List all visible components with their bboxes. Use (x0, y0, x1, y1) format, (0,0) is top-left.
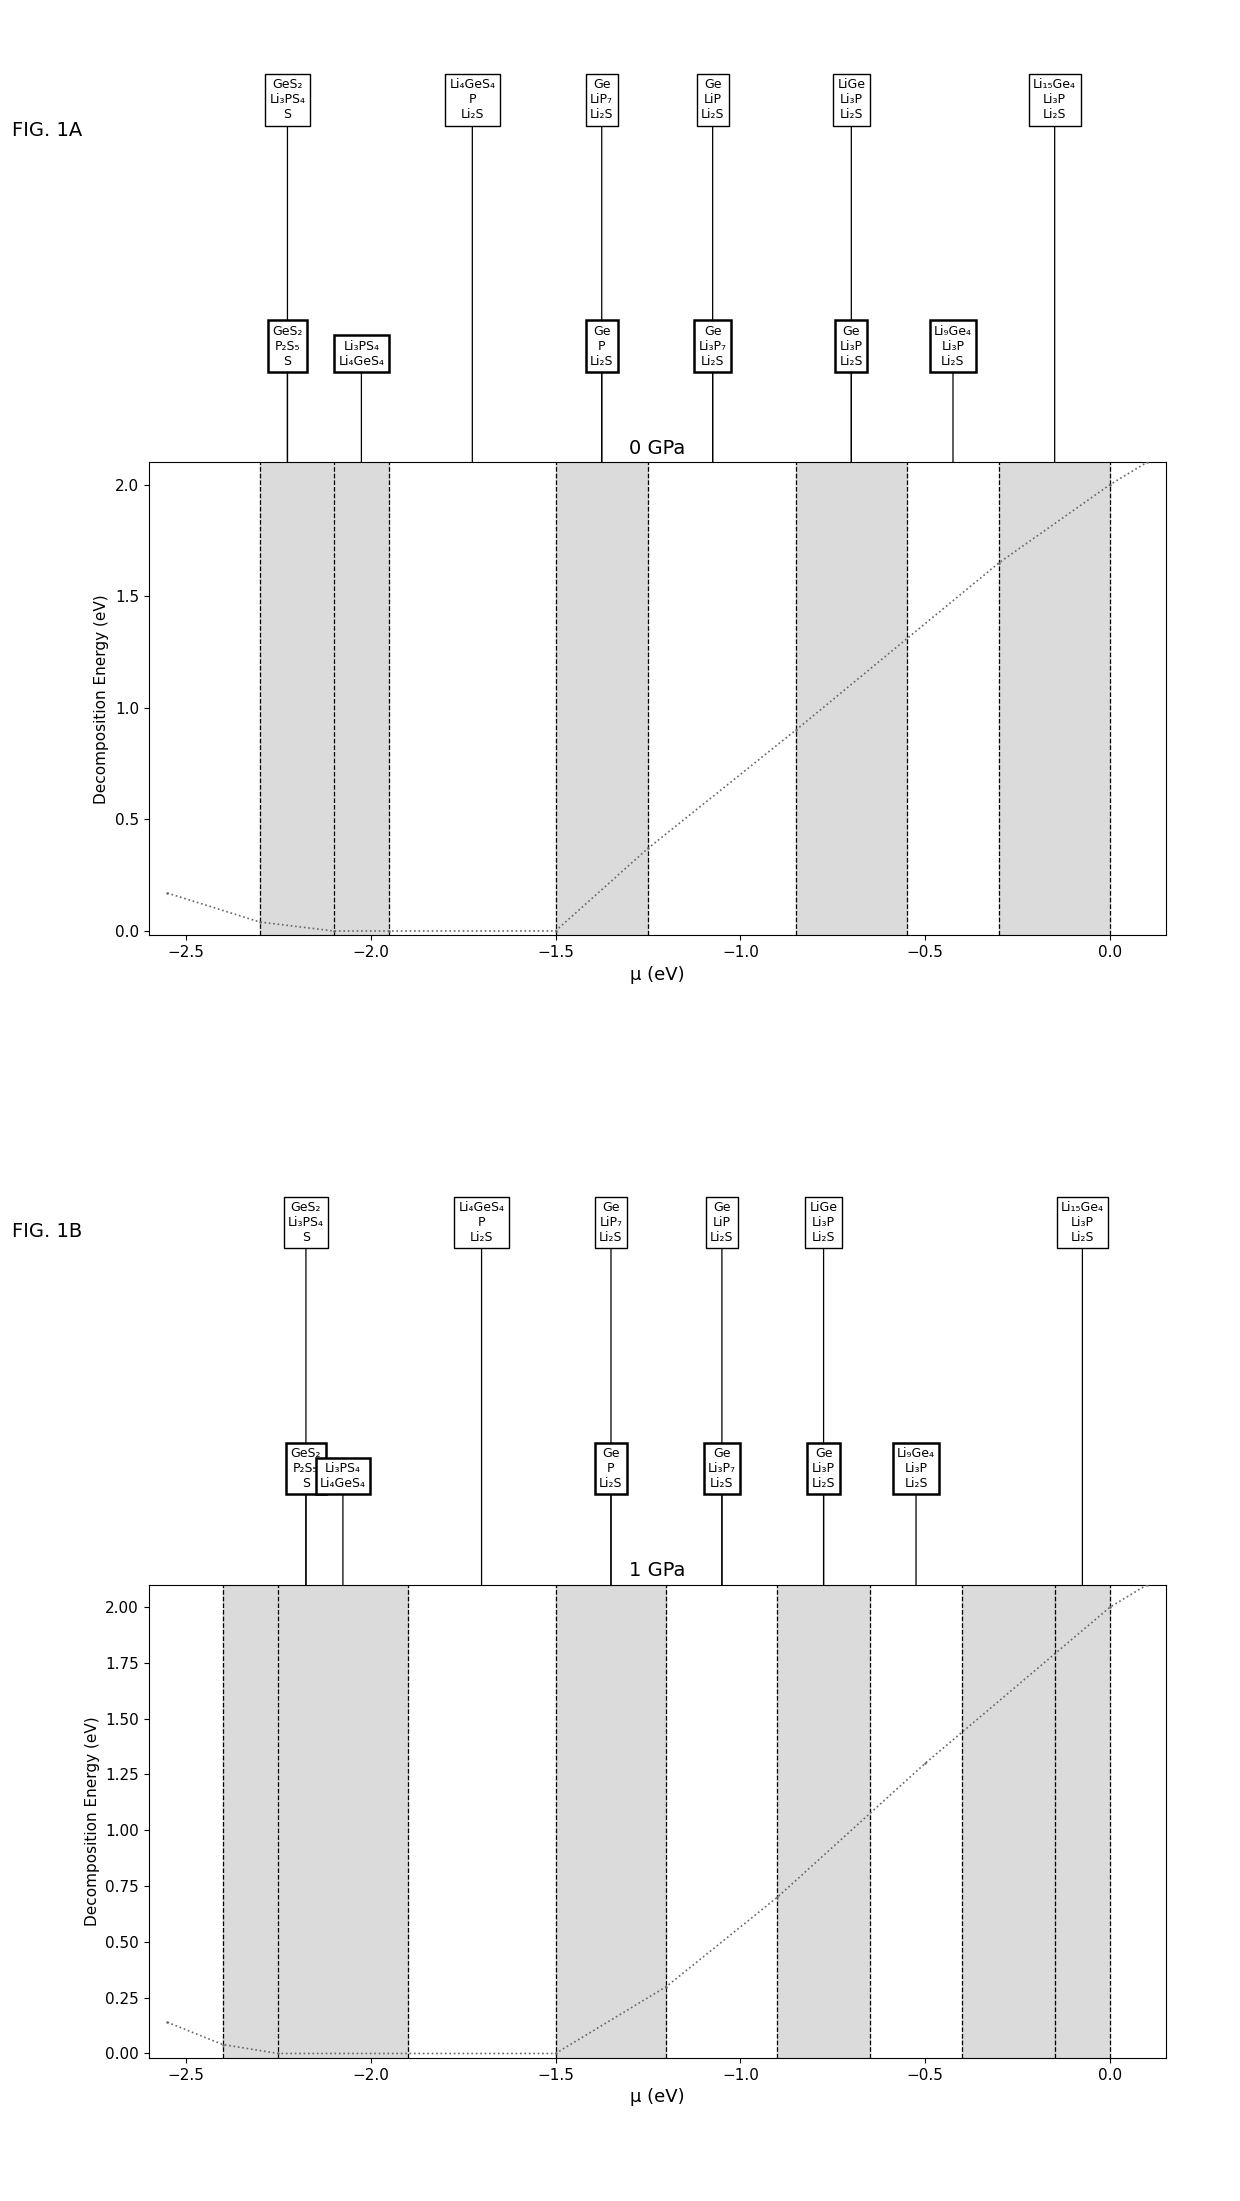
Text: Ge
P
Li₂S: Ge P Li₂S (599, 1446, 622, 1585)
Bar (999, 462, 1110, 935)
Text: Li₉Ge₄
Li₃P
Li₂S: Li₉Ge₄ Li₃P Li₂S (897, 1446, 935, 1585)
Text: Li₄GeS₄
P
Li₂S: Li₄GeS₄ P Li₂S (449, 79, 495, 462)
Text: Li₉Ge₄
Li₃P
Li₂S: Li₉Ge₄ Li₃P Li₂S (934, 324, 972, 462)
Text: Ge
LiP
Li₂S: Ge LiP Li₂S (711, 1202, 734, 1585)
Text: Ge
Li₃P
Li₂S: Ge Li₃P Li₂S (812, 1446, 836, 1585)
Text: GeS₂
P₂S₅
S: GeS₂ P₂S₅ S (273, 324, 303, 462)
Text: GeS₂
Li₃PS₄
S: GeS₂ Li₃PS₄ S (269, 79, 305, 462)
Text: Ge
P
Li₂S: Ge P Li₂S (590, 324, 614, 462)
Bar (556, 1585, 666, 2058)
Text: FIG. 1A: FIG. 1A (12, 121, 83, 141)
Text: Ge
LiP₇
Li₂S: Ge LiP₇ Li₂S (590, 79, 614, 462)
Text: Li₁₅Ge₄
Li₃P
Li₂S: Li₁₅Ge₄ Li₃P Li₂S (1033, 79, 1076, 462)
Bar (1055, 1585, 1110, 2058)
Bar (796, 462, 906, 935)
Bar (777, 1585, 869, 2058)
Text: Li₁₅Ge₄
Li₃P
Li₂S: Li₁₅Ge₄ Li₃P Li₂S (1061, 1202, 1104, 1585)
Text: LiGe
Li₃P
Li₂S: LiGe Li₃P Li₂S (837, 79, 866, 462)
Text: Li₄GeS₄
P
Li₂S: Li₄GeS₄ P Li₂S (459, 1202, 505, 1585)
Bar (962, 1585, 1055, 2058)
Y-axis label: Decomposition Energy (eV): Decomposition Energy (eV) (84, 1717, 99, 1926)
Title: 1 GPa: 1 GPa (629, 1561, 686, 1580)
Text: GeS₂
P₂S₅
S: GeS₂ P₂S₅ S (290, 1446, 321, 1585)
Text: Li₃PS₄
Li₄GeS₄: Li₃PS₄ Li₄GeS₄ (339, 339, 384, 462)
Title: 0 GPa: 0 GPa (629, 438, 686, 458)
Bar (223, 1585, 408, 2058)
Text: Ge
Li₃P₇
Li₂S: Ge Li₃P₇ Li₂S (708, 1446, 735, 1585)
X-axis label: μ (eV): μ (eV) (630, 966, 684, 984)
Text: Ge
Li₃P₇
Li₂S: Ge Li₃P₇ Li₂S (698, 324, 727, 462)
Text: GeS₂
Li₃PS₄
S: GeS₂ Li₃PS₄ S (288, 1202, 324, 1585)
X-axis label: μ (eV): μ (eV) (630, 2089, 684, 2106)
Text: LiGe
Li₃P
Li₂S: LiGe Li₃P Li₂S (810, 1202, 837, 1585)
Text: Li₃PS₄
Li₄GeS₄: Li₃PS₄ Li₄GeS₄ (320, 1461, 366, 1585)
Text: Ge
Li₃P
Li₂S: Ge Li₃P Li₂S (839, 324, 863, 462)
Bar (556, 462, 649, 935)
Text: Ge
LiP
Li₂S: Ge LiP Li₂S (701, 79, 724, 462)
Text: FIG. 1B: FIG. 1B (12, 1222, 83, 1241)
Y-axis label: Decomposition Energy (eV): Decomposition Energy (eV) (94, 594, 109, 803)
Bar (259, 462, 389, 935)
Text: Ge
LiP₇
Li₂S: Ge LiP₇ Li₂S (599, 1202, 622, 1585)
